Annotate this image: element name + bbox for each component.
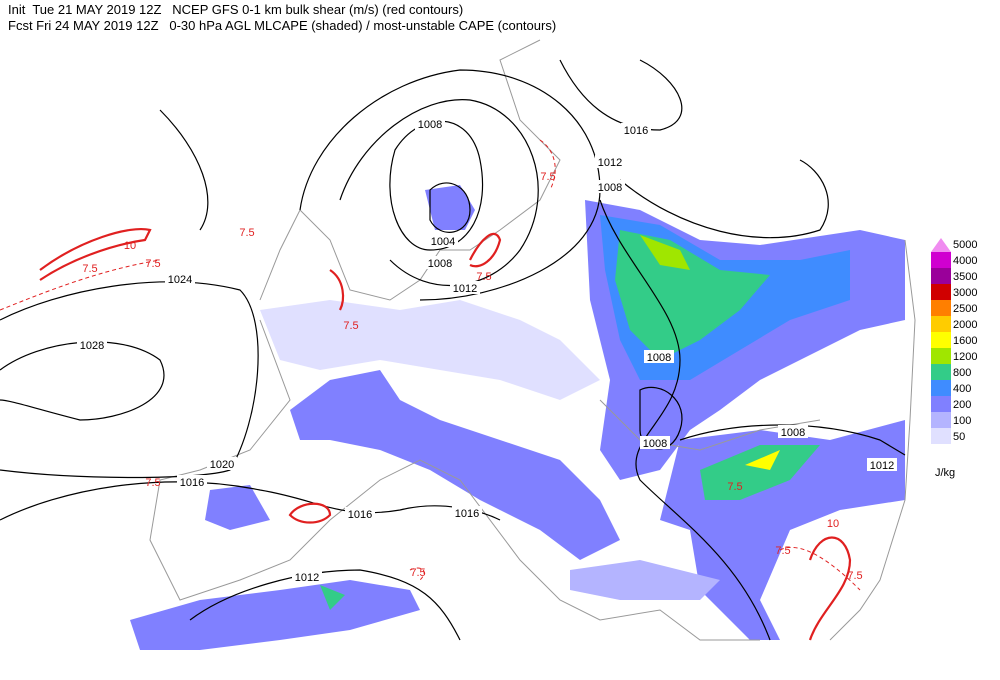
shear-label: 7.5 xyxy=(343,320,358,332)
shear-label: 7.5 xyxy=(82,263,97,275)
shear-label: 7.5 xyxy=(540,171,555,183)
legend-label: 5000 xyxy=(953,239,977,251)
isobar-label: 1012 xyxy=(453,283,477,295)
legend: 5000 4000 3500 3000 2500 2000 1600 1200 800 400 20… xyxy=(931,238,977,479)
isobar-label: 1016 xyxy=(455,508,479,520)
legend-label: 100 xyxy=(953,415,971,427)
isobar-label: 1008 xyxy=(781,427,805,439)
shear-contours xyxy=(0,139,861,641)
shear-label: 7.5 xyxy=(145,258,160,270)
legend-label: 400 xyxy=(953,383,971,395)
isobar-label-bg xyxy=(177,475,207,488)
isobar-label-bg xyxy=(292,570,322,583)
isobar-label-bg xyxy=(165,272,195,285)
shear-label: 7.5 xyxy=(476,271,491,283)
isobar-label-bg xyxy=(778,425,808,438)
isobar-label-bg xyxy=(867,458,897,471)
legend-label: 50 xyxy=(953,431,965,443)
legend-label: 4000 xyxy=(953,255,977,267)
legend-label: 800 xyxy=(953,367,971,379)
isobar-label-bg xyxy=(644,350,674,363)
isobar-label-bg xyxy=(452,506,482,519)
legend-swatch xyxy=(931,428,951,444)
legend-swatch xyxy=(931,412,951,428)
isobar-label: 1028 xyxy=(80,340,104,352)
isobar-label-bg xyxy=(207,457,237,470)
isobars xyxy=(0,59,906,641)
isobar-label-bg xyxy=(595,180,625,193)
isobar-label: 1016 xyxy=(180,477,204,489)
isobar-label-bg xyxy=(425,256,455,269)
header-line: Fcst Fri 24 MAY 2019 12Z 0-30 hPa AGL ML… xyxy=(8,18,556,33)
shear-label: 7.5 xyxy=(727,481,742,493)
isobar-label-bg xyxy=(415,117,445,130)
isobar-label: 1008 xyxy=(428,258,452,270)
isobar-label-bg xyxy=(77,338,107,351)
legend-swatch xyxy=(931,380,951,396)
shear-label: 7.5 xyxy=(775,545,790,557)
shear-label: 7.5 xyxy=(410,567,425,579)
isobar-label-bg xyxy=(345,507,375,520)
isobar-label: 1008 xyxy=(643,438,667,450)
isobar-label: 1004 xyxy=(431,236,455,248)
isobar-label: 1020 xyxy=(210,459,234,471)
legend-swatch xyxy=(931,300,951,316)
legend-swatch xyxy=(931,332,951,348)
header-line: Init Tue 21 MAY 2019 12Z NCEP GFS 0-1 km… xyxy=(8,2,463,17)
legend-label: 3000 xyxy=(953,287,977,299)
isobar-label: 1008 xyxy=(418,119,442,131)
isobar-label: 1008 xyxy=(598,182,622,194)
isobar-label: 1024 xyxy=(168,274,192,286)
legend-label: 200 xyxy=(953,399,971,411)
isobar-label-bg xyxy=(595,155,625,168)
isobar-label: 1012 xyxy=(598,157,622,169)
legend-label: 3500 xyxy=(953,271,977,283)
legend-swatch xyxy=(931,268,951,284)
shear-label: 7.5 xyxy=(239,227,254,239)
isobar-label-bg xyxy=(450,281,480,294)
legend-label: 2500 xyxy=(953,303,977,315)
legend-swatch xyxy=(931,348,951,364)
isobar-label: 1012 xyxy=(870,460,894,472)
shear-label: 7.5 xyxy=(145,477,160,489)
shear-label: 10 xyxy=(124,240,136,252)
isobar-label-bg xyxy=(428,234,458,247)
isobar-label-bg xyxy=(621,123,651,136)
isobar-label: 1016 xyxy=(348,509,372,521)
isobar-label: 1012 xyxy=(295,572,319,584)
legend-swatch xyxy=(931,238,951,252)
legend-label: 1600 xyxy=(953,335,977,347)
isobar-label: 1008 xyxy=(647,352,671,364)
isobar-label: 1016 xyxy=(624,125,648,137)
legend-swatch xyxy=(931,364,951,380)
shear-label: 10 xyxy=(827,518,839,530)
legend-label: 1200 xyxy=(953,351,977,363)
legend-swatch xyxy=(931,252,951,268)
legend-swatch xyxy=(931,396,951,412)
legend-swatch xyxy=(931,316,951,332)
contour-labels: 1008 1016 1012 1008 1004 1008 1012 1024 1028 1008… xyxy=(77,117,897,584)
shear-label: 7.5 xyxy=(847,570,862,582)
isobar-label-bg xyxy=(640,436,670,449)
legend-unit: J/kg xyxy=(935,467,955,479)
legend-label: 2000 xyxy=(953,319,977,331)
legend-swatch xyxy=(931,284,951,300)
